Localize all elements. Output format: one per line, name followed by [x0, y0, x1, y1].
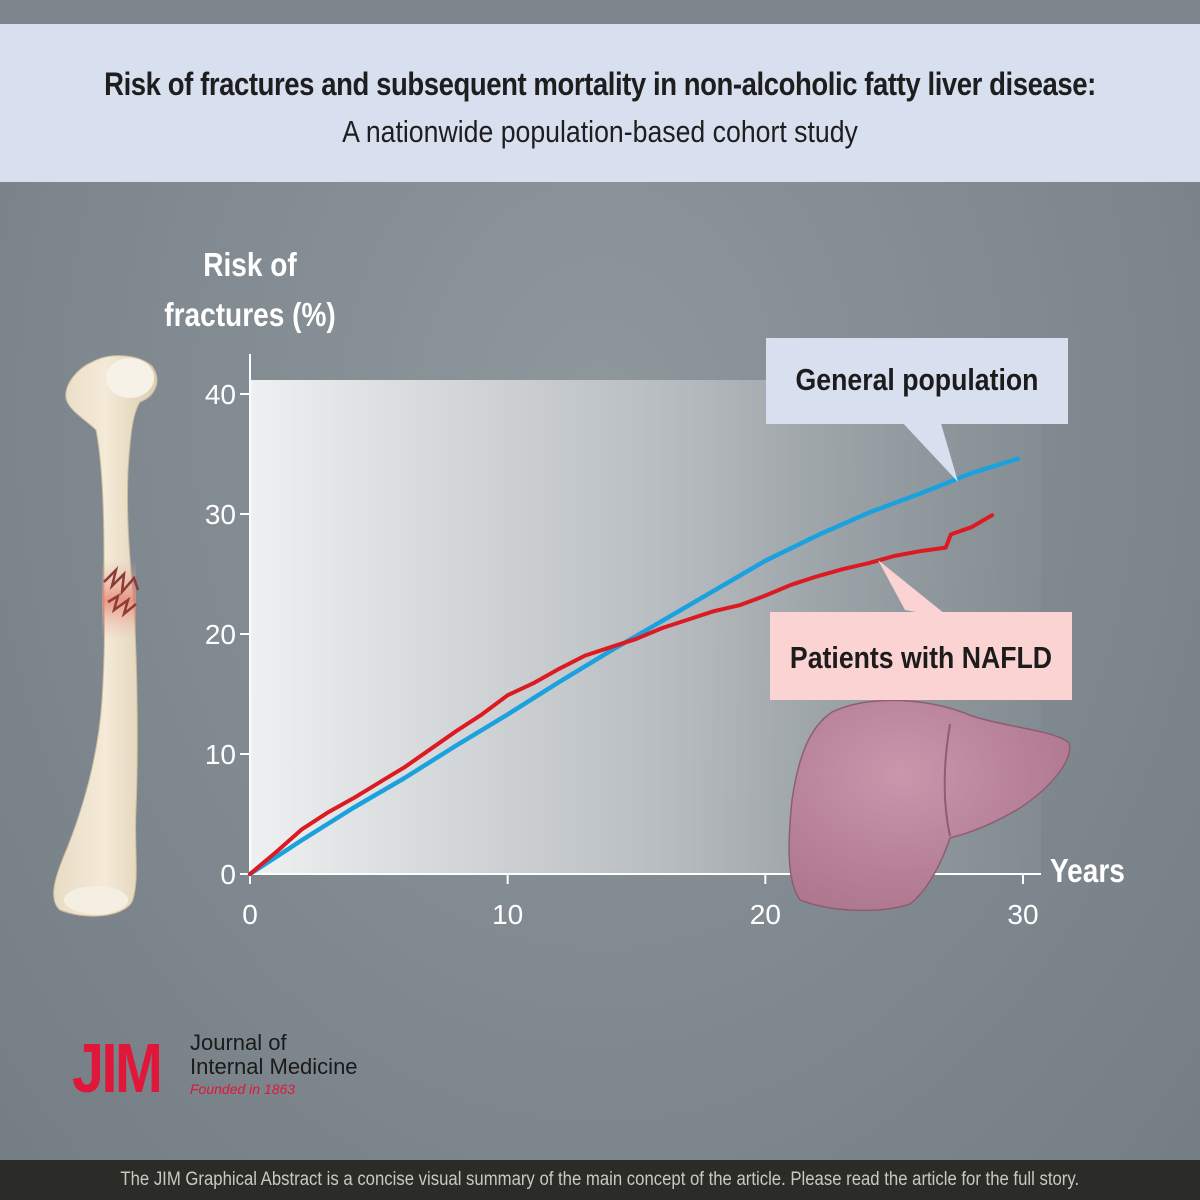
liver-icon: [788, 699, 1071, 912]
x-tick-label: 30: [1007, 899, 1038, 930]
logo-mark: JIM: [72, 1029, 163, 1107]
top-strip: [0, 0, 1200, 24]
callout-general-population: General population: [766, 338, 1068, 482]
axis-ticks: 0 10 20 30 40 0 10 20 30: [205, 379, 1039, 930]
y-tick-label: 40: [205, 379, 236, 410]
y-axis-title-line1: Risk of: [203, 246, 297, 283]
x-tick-label: 20: [750, 899, 781, 930]
logo-name-line2: Internal Medicine: [190, 1054, 358, 1079]
y-axis-title: Risk of fractures (%): [148, 240, 352, 340]
footer-text: The JIM Graphical Abstract is a concise …: [120, 1169, 1080, 1190]
series-line-general-population: [247, 456, 1021, 877]
y-axis-title-line2: fractures (%): [164, 296, 336, 333]
footer: The JIM Graphical Abstract is a concise …: [0, 1160, 1200, 1200]
x-tick-label: 0: [242, 899, 258, 930]
callout-nafld-label: Patients with NAFLD: [790, 641, 1052, 675]
y-tick-label: 20: [205, 619, 236, 650]
y-tick-label: 30: [205, 499, 236, 530]
x-axis-title: Years: [1050, 853, 1125, 890]
page-subtitle: A nationwide population-based cohort stu…: [342, 114, 858, 149]
femur-bone-fracture-icon: [53, 355, 158, 917]
logo-name-line1: Journal of: [190, 1030, 287, 1055]
series-line-nafld: [248, 513, 995, 876]
callout-general-population-label: General population: [796, 363, 1039, 397]
logo-journal-name: Journal of Internal Medicine: [190, 1031, 358, 1079]
page-title: Risk of fractures and subsequent mortali…: [104, 66, 1096, 102]
y-tick-label: 0: [220, 859, 236, 890]
logo-founded: Founded in 1863: [190, 1081, 296, 1097]
x-tick-label: 10: [492, 899, 523, 930]
y-tick-label: 10: [205, 739, 236, 770]
callout-nafld: Patients with NAFLD: [770, 560, 1072, 700]
header-banner: Risk of fractures and subsequent mortali…: [0, 24, 1200, 182]
jim-logo[interactable]: JIM Journal of Internal Medicine Founded…: [72, 1028, 392, 1108]
